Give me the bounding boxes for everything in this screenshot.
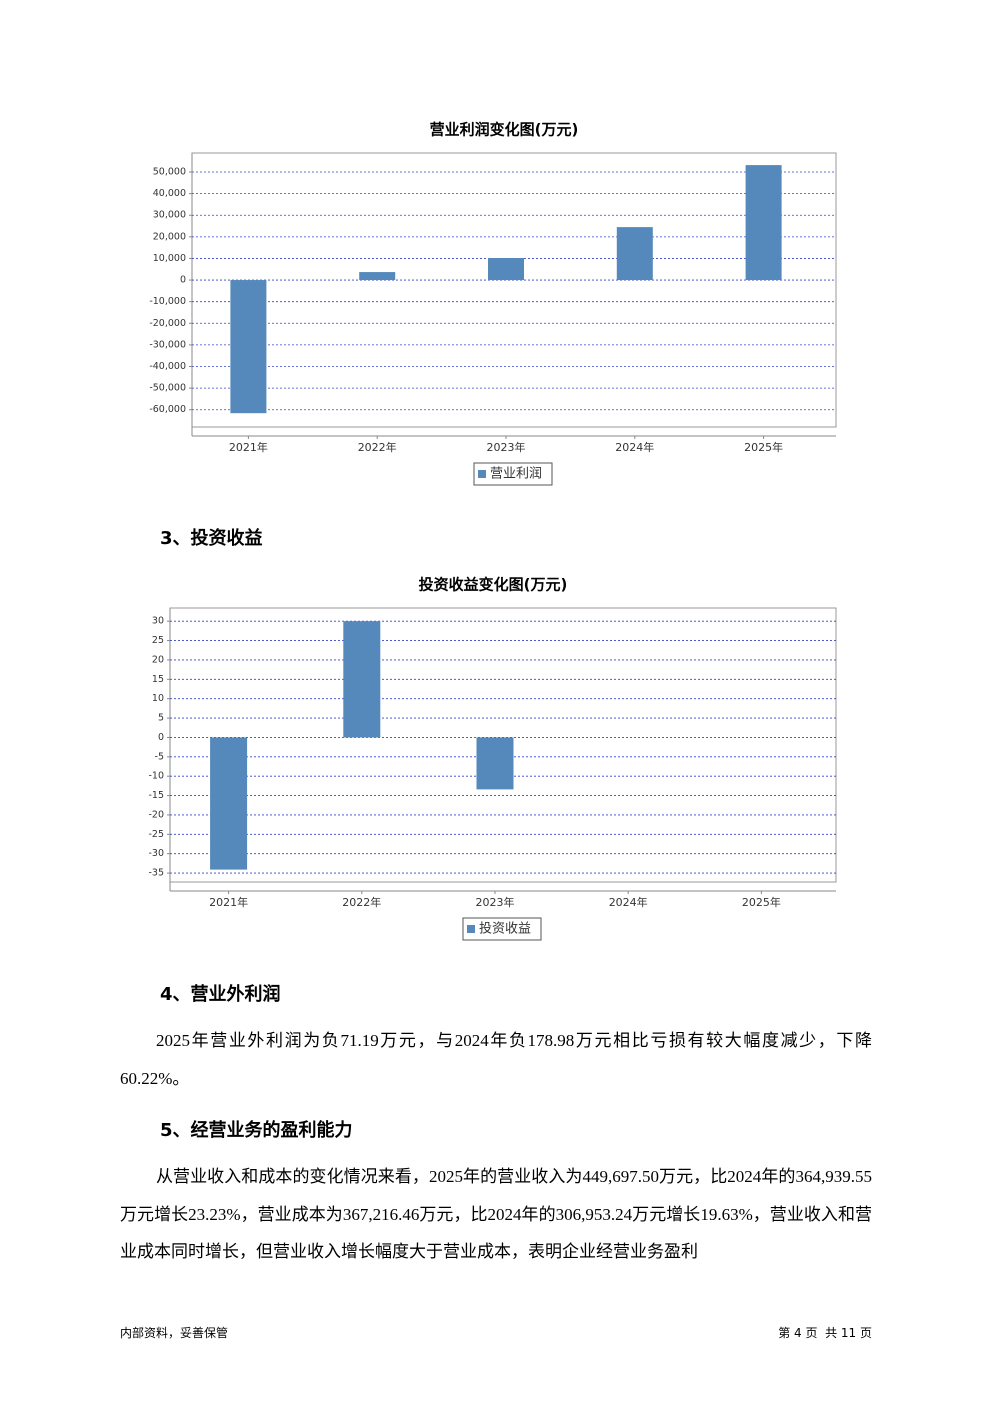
x-tick-label: 2025年 bbox=[744, 440, 783, 454]
chart-title: 营业利润变化图(万元) bbox=[430, 121, 579, 139]
legend-swatch bbox=[478, 470, 486, 478]
y-tick-label: 30,000 bbox=[153, 210, 186, 221]
x-tick-label: 2022年 bbox=[358, 440, 397, 454]
y-tick-label: -60,000 bbox=[149, 404, 186, 415]
y-tick-label: -10 bbox=[148, 771, 164, 782]
y-tick-label: -15 bbox=[148, 790, 164, 801]
y-tick-label: 50,000 bbox=[153, 167, 186, 178]
y-tick-label: 25 bbox=[152, 635, 164, 646]
footer-left: 内部资料，妥善保管 bbox=[120, 1326, 229, 1340]
y-tick-label: 30 bbox=[152, 616, 164, 627]
legend-box bbox=[473, 462, 553, 486]
paragraph: 2025年营业外利润为负71.19万元，与2024年负178.98万元相比亏损有… bbox=[120, 1031, 872, 1088]
y-tick-label: 10 bbox=[152, 693, 164, 704]
legend-box bbox=[462, 917, 542, 941]
x-tick-label: 2024年 bbox=[609, 895, 648, 909]
x-tick-label: 2025年 bbox=[742, 895, 781, 909]
y-tick-label: -25 bbox=[148, 829, 164, 840]
heading: 5、经营业务的盈利能力 bbox=[160, 1120, 353, 1141]
y-tick-label: -50,000 bbox=[149, 383, 186, 394]
y-tick-label: -20 bbox=[148, 809, 164, 820]
y-tick-label: -5 bbox=[155, 751, 164, 762]
legend-label: 营业利润 bbox=[490, 467, 542, 482]
y-tick-label: -40,000 bbox=[149, 361, 186, 372]
bar bbox=[616, 227, 653, 281]
bar bbox=[343, 621, 381, 738]
x-tick-label: 2021年 bbox=[229, 440, 268, 454]
legend-swatch bbox=[467, 925, 475, 933]
x-tick-label: 2021年 bbox=[209, 895, 248, 909]
bar bbox=[210, 737, 248, 870]
chart-title: 投资收益变化图(万元) bbox=[419, 576, 568, 594]
y-tick-label: -10,000 bbox=[149, 296, 186, 307]
y-tick-label: -20,000 bbox=[149, 318, 186, 329]
x-tick-label: 2023年 bbox=[487, 440, 526, 454]
bar bbox=[476, 737, 514, 790]
bar bbox=[359, 272, 396, 281]
x-tick-label: 2024年 bbox=[615, 440, 654, 454]
y-tick-label: 5 bbox=[158, 713, 164, 724]
y-tick-label: 40,000 bbox=[153, 188, 186, 199]
footer-right: 第 4 页 共 11 页 bbox=[778, 1326, 872, 1340]
y-tick-label: -30 bbox=[148, 848, 164, 859]
y-tick-label: 20 bbox=[152, 654, 164, 665]
y-tick-label: -35 bbox=[148, 868, 164, 879]
y-tick-label: 15 bbox=[152, 674, 164, 685]
y-tick-label: 0 bbox=[158, 732, 164, 743]
y-tick-label: 10,000 bbox=[153, 253, 186, 264]
x-tick-label: 2023年 bbox=[476, 895, 515, 909]
heading: 3、投资收益 bbox=[160, 528, 263, 549]
paragraph: 从营业收入和成本的变化情况来看，2025年的营业收入为449,697.50万元，… bbox=[120, 1167, 872, 1261]
bar bbox=[230, 280, 267, 414]
legend-label: 投资收益 bbox=[479, 921, 531, 937]
heading: 4、营业外利润 bbox=[160, 984, 281, 1005]
x-tick-label: 2022年 bbox=[342, 895, 381, 909]
plot-frame bbox=[191, 152, 837, 428]
y-tick-label: -30,000 bbox=[149, 339, 186, 350]
bar bbox=[488, 258, 524, 281]
bar bbox=[745, 165, 782, 281]
y-tick-label: 0 bbox=[180, 275, 186, 286]
y-tick-label: 20,000 bbox=[153, 231, 186, 242]
